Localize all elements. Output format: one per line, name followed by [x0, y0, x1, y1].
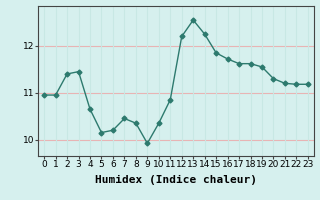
X-axis label: Humidex (Indice chaleur): Humidex (Indice chaleur): [95, 175, 257, 185]
